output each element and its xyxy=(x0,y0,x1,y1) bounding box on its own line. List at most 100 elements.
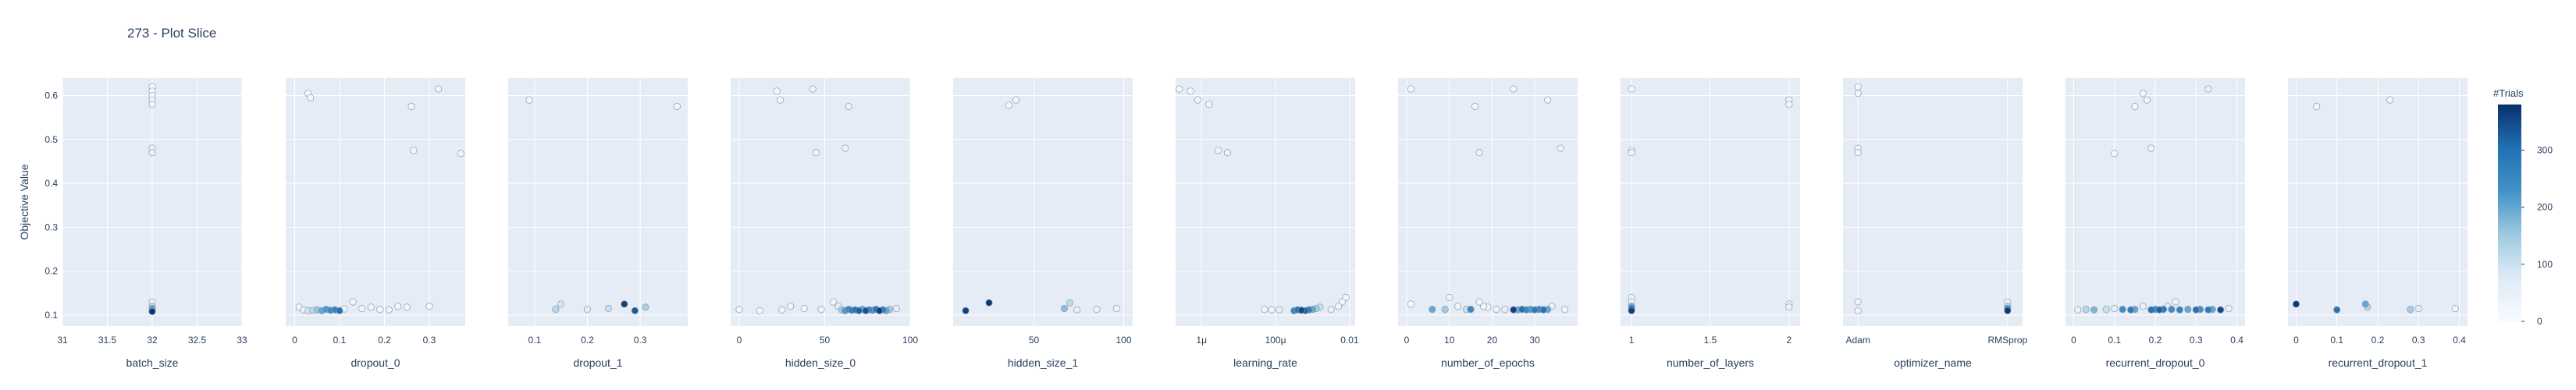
data-point[interactable] xyxy=(1073,306,1081,314)
data-point[interactable] xyxy=(2131,103,2139,111)
data-point[interactable] xyxy=(845,103,852,111)
data-point[interactable] xyxy=(1557,144,1564,152)
data-point[interactable] xyxy=(2204,85,2212,93)
data-point[interactable] xyxy=(407,103,415,111)
data-point[interactable] xyxy=(1093,306,1101,314)
data-point[interactable] xyxy=(1628,149,1635,157)
data-point[interactable] xyxy=(434,85,443,93)
data-point[interactable] xyxy=(1327,306,1335,314)
data-point[interactable] xyxy=(2119,306,2126,314)
data-point[interactable] xyxy=(604,304,613,313)
data-point[interactable] xyxy=(1854,149,1862,157)
data-point[interactable] xyxy=(1479,303,1488,310)
data-point[interactable] xyxy=(1407,85,1414,93)
data-point[interactable] xyxy=(2184,306,2192,314)
data-point[interactable] xyxy=(1454,303,1462,310)
data-point[interactable] xyxy=(1112,304,1120,313)
data-point[interactable] xyxy=(776,96,785,104)
data-point[interactable] xyxy=(1531,306,1539,314)
data-point[interactable] xyxy=(2172,298,2179,306)
data-point[interactable] xyxy=(735,306,743,314)
data-point[interactable] xyxy=(1061,304,1069,313)
data-point[interactable] xyxy=(1854,90,1862,98)
data-point[interactable] xyxy=(2414,304,2422,313)
data-point[interactable] xyxy=(148,307,156,315)
data-point[interactable] xyxy=(985,299,993,307)
data-point[interactable] xyxy=(1510,85,1517,93)
data-point[interactable] xyxy=(1628,307,1635,314)
data-point[interactable] xyxy=(962,307,970,314)
data-point[interactable] xyxy=(787,303,795,310)
data-point[interactable] xyxy=(2333,306,2341,314)
data-point[interactable] xyxy=(2204,306,2212,314)
data-point[interactable] xyxy=(1012,96,1020,104)
data-point[interactable] xyxy=(410,147,418,154)
data-point[interactable] xyxy=(841,144,849,152)
data-point[interactable] xyxy=(2139,90,2147,98)
data-point[interactable] xyxy=(2386,96,2394,104)
data-point[interactable] xyxy=(148,101,156,108)
data-point[interactable] xyxy=(1187,87,1194,95)
data-point[interactable] xyxy=(1268,306,1276,314)
data-point[interactable] xyxy=(1276,306,1283,314)
data-point[interactable] xyxy=(2217,306,2225,314)
data-point[interactable] xyxy=(621,300,628,308)
data-point[interactable] xyxy=(809,85,817,93)
data-point[interactable] xyxy=(367,303,375,311)
data-point[interactable] xyxy=(2176,306,2183,314)
data-point[interactable] xyxy=(1446,293,1453,301)
data-point[interactable] xyxy=(2139,303,2147,310)
data-point[interactable] xyxy=(631,307,639,314)
data-point[interactable] xyxy=(1518,306,1526,314)
data-point[interactable] xyxy=(817,306,825,314)
data-point[interactable] xyxy=(1176,85,1183,93)
data-point[interactable] xyxy=(2090,306,2098,314)
data-point[interactable] xyxy=(1261,306,1268,314)
data-point[interactable] xyxy=(862,307,870,314)
data-point[interactable] xyxy=(2292,300,2300,308)
data-point[interactable] xyxy=(2004,307,2012,314)
data-point[interactable] xyxy=(583,306,592,314)
data-point[interactable] xyxy=(1471,103,1479,111)
data-point[interactable] xyxy=(1785,303,1793,311)
data-point[interactable] xyxy=(2111,304,2119,313)
data-point[interactable] xyxy=(394,303,402,310)
data-point[interactable] xyxy=(1475,149,1483,157)
data-point[interactable] xyxy=(2155,306,2163,314)
data-point[interactable] xyxy=(2225,304,2233,313)
data-point[interactable] xyxy=(2143,96,2151,104)
data-point[interactable] xyxy=(1854,298,1862,306)
data-point[interactable] xyxy=(336,307,343,314)
data-point[interactable] xyxy=(1785,101,1793,108)
data-point[interactable] xyxy=(425,303,433,310)
data-point[interactable] xyxy=(2082,306,2090,314)
data-point[interactable] xyxy=(1005,101,1012,109)
data-point[interactable] xyxy=(1205,101,1213,108)
data-point[interactable] xyxy=(1475,298,1483,306)
data-point[interactable] xyxy=(1493,306,1500,314)
data-point[interactable] xyxy=(2407,306,2414,314)
data-point[interactable] xyxy=(1501,306,1509,314)
data-point[interactable] xyxy=(525,96,533,104)
data-point[interactable] xyxy=(1467,306,1475,314)
data-point[interactable] xyxy=(642,303,649,311)
data-point[interactable] xyxy=(2147,144,2155,152)
data-point[interactable] xyxy=(376,306,384,314)
data-point[interactable] xyxy=(1066,299,1074,307)
data-point[interactable] xyxy=(403,303,411,311)
data-point[interactable] xyxy=(1223,149,1231,157)
data-point[interactable] xyxy=(2361,300,2369,308)
data-point[interactable] xyxy=(307,94,315,101)
data-point[interactable] xyxy=(778,306,786,314)
data-point[interactable] xyxy=(349,298,357,306)
data-point[interactable] xyxy=(557,300,565,308)
data-point[interactable] xyxy=(1297,307,1305,314)
data-point[interactable] xyxy=(812,149,820,157)
data-point[interactable] xyxy=(1214,147,1222,154)
data-point[interactable] xyxy=(800,304,808,313)
data-point[interactable] xyxy=(2451,304,2459,313)
data-point[interactable] xyxy=(1539,306,1547,314)
data-point[interactable] xyxy=(2127,306,2135,314)
data-point[interactable] xyxy=(1510,306,1517,314)
data-point[interactable] xyxy=(855,307,863,314)
